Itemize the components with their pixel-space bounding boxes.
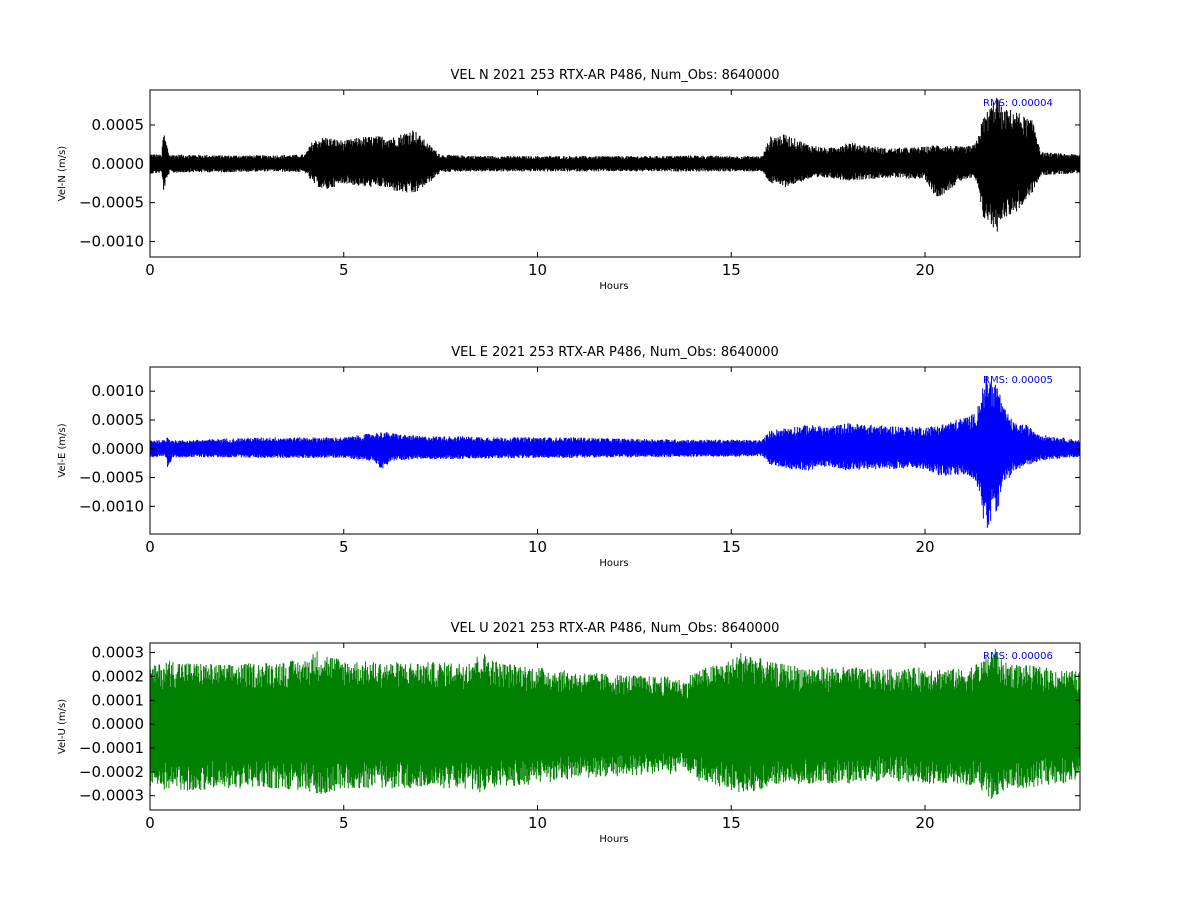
- x-tick-label: 20: [915, 814, 934, 832]
- y-tick-label: −0.0005: [79, 194, 144, 212]
- y-tick-label: 0.0002: [92, 667, 145, 685]
- y-tick-label: 0.0001: [92, 691, 145, 709]
- x-tick-label: 5: [339, 814, 349, 832]
- x-tick-label: 20: [915, 261, 934, 279]
- plot-frame: [149, 642, 1081, 811]
- x-tick-label: 10: [528, 538, 547, 556]
- panel-north: VEL N 2021 253 RTX-AR P486, Num_Obs: 864…: [57, 68, 1081, 292]
- y-tick-label: 0.0003: [92, 644, 145, 662]
- y-ticks: 0.0003 0.0002 0.0001 0.0000 −0.0001 −0.0002 −0…: [79, 644, 1080, 805]
- x-tick-label: 10: [528, 261, 547, 279]
- y-tick-label: −0.0003: [79, 787, 144, 805]
- rms-annotation: RMS: 0.00005: [983, 375, 1053, 386]
- x-tick-label: 5: [339, 538, 349, 556]
- y-tick-label: 0.0000: [92, 155, 145, 173]
- y-ticks: 0.0005 0.0000 −0.0005 −0.0010: [79, 116, 1080, 250]
- panel-east: VEL E 2021 253 RTX-AR P486, Num_Obs: 864…: [57, 345, 1081, 569]
- y-axis-label: Vel-E (m/s): [57, 423, 68, 477]
- panel-title: VEL U 2021 253 RTX-AR P486, Num_Obs: 864…: [451, 621, 780, 636]
- y-tick-label: −0.0010: [79, 232, 144, 250]
- y-tick-label: −0.0001: [79, 739, 144, 757]
- rms-annotation: RMS: 0.00004: [983, 98, 1053, 109]
- y-tick-label: 0.0005: [92, 411, 145, 429]
- y-axis-label: Vel-U (m/s): [57, 699, 68, 754]
- series-north: [149, 97, 1081, 232]
- y-ticks: 0.0010 0.0005 0.0000 −0.0005 −0.0010: [79, 382, 1080, 515]
- y-axis-label: Vel-N (m/s): [57, 146, 68, 201]
- x-tick-label: 15: [722, 814, 741, 832]
- y-tick-label: 0.0005: [92, 116, 145, 134]
- panel-title: VEL E 2021 253 RTX-AR P486, Num_Obs: 864…: [451, 345, 778, 360]
- x-tick-label: 5: [339, 261, 349, 279]
- y-tick-label: 0.0000: [92, 715, 145, 733]
- panel-title: VEL N 2021 253 RTX-AR P486, Num_Obs: 864…: [451, 68, 780, 83]
- x-tick-label: 0: [145, 261, 155, 279]
- x-ticks: 0 5 10 15 20: [145, 90, 935, 279]
- y-tick-label: 0.0010: [92, 382, 145, 400]
- x-ticks: 0 5 10 15 20: [145, 367, 935, 556]
- y-tick-label: −0.0010: [79, 497, 144, 515]
- x-axis-label: Hours: [599, 558, 628, 569]
- y-tick-label: −0.0002: [79, 763, 144, 781]
- x-tick-label: 0: [145, 814, 155, 832]
- y-tick-label: 0.0000: [92, 440, 145, 458]
- x-tick-label: 10: [528, 814, 547, 832]
- y-tick-label: −0.0005: [79, 469, 144, 487]
- x-ticks: 0 5 10 15 20: [145, 643, 935, 832]
- x-axis-label: Hours: [599, 834, 628, 845]
- plot-frame: [149, 366, 1081, 535]
- rms-annotation: RMS: 0.00006: [983, 651, 1053, 662]
- x-tick-label: 20: [915, 538, 934, 556]
- x-axis-label: Hours: [599, 281, 628, 292]
- x-tick-label: 15: [722, 261, 741, 279]
- x-tick-label: 15: [722, 538, 741, 556]
- panel-up: VEL U 2021 253 RTX-AR P486, Num_Obs: 864…: [57, 621, 1081, 845]
- plot-frame: [149, 89, 1081, 258]
- x-tick-label: 0: [145, 538, 155, 556]
